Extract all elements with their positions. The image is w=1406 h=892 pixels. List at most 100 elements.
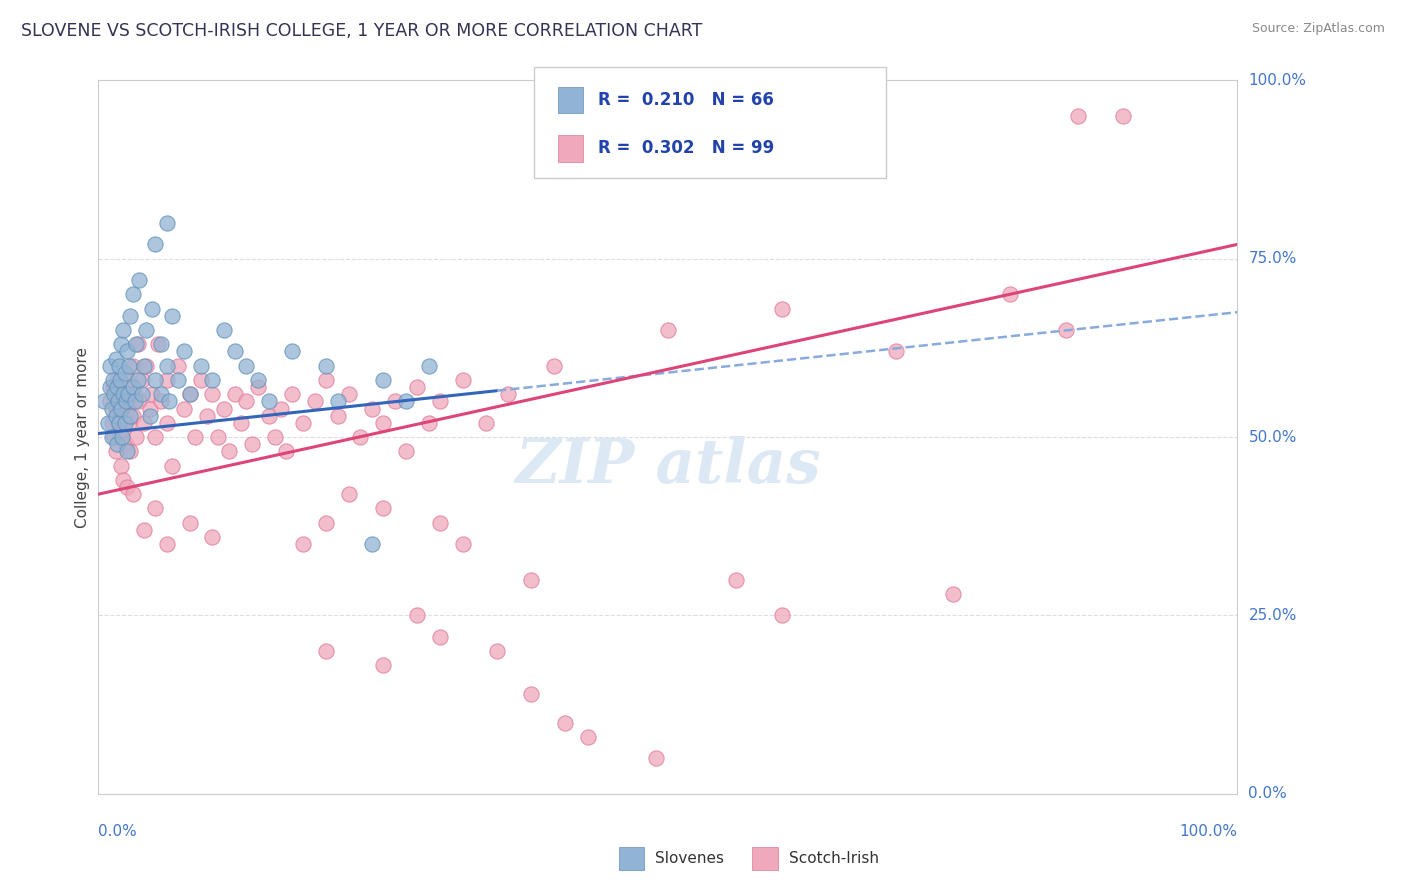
Point (384, 394, 406, 409)
Point (1112, 109, 1135, 123)
Point (115, 344, 138, 359)
Point (395, 444, 418, 458)
Point (114, 437, 136, 451)
Point (218, 444, 240, 458)
Point (104, 401, 127, 416)
Text: 50.0%: 50.0% (1249, 430, 1296, 444)
Point (451, 373, 474, 387)
Point (179, 387, 201, 401)
Point (104, 351, 127, 366)
Point (103, 373, 125, 387)
Point (108, 416, 131, 430)
Point (120, 309, 142, 323)
Point (240, 437, 263, 451)
Point (127, 337, 149, 351)
Point (212, 323, 235, 337)
Point (108, 359, 131, 373)
Point (259, 394, 281, 409)
Point (128, 273, 150, 287)
Point (156, 416, 179, 430)
Point (395, 394, 418, 409)
Point (145, 237, 167, 252)
Point (264, 430, 287, 444)
Point (645, 751, 668, 765)
Point (115, 401, 138, 416)
Point (131, 373, 153, 387)
Point (162, 309, 184, 323)
Point (179, 387, 201, 401)
Point (1054, 323, 1078, 337)
Point (451, 537, 474, 551)
Point (146, 337, 169, 351)
Point (120, 394, 142, 409)
Point (156, 373, 179, 387)
Point (554, 715, 576, 730)
Point (150, 337, 173, 351)
Point (184, 430, 207, 444)
Point (115, 480, 138, 494)
Point (107, 416, 129, 430)
Point (520, 573, 543, 587)
Point (212, 401, 235, 416)
Point (315, 373, 337, 387)
Y-axis label: College, 1 year or more: College, 1 year or more (75, 347, 90, 527)
Point (429, 630, 451, 644)
Point (406, 608, 429, 623)
Point (110, 401, 132, 416)
Point (292, 416, 315, 430)
Point (201, 387, 224, 401)
Point (162, 458, 184, 473)
Point (105, 437, 128, 451)
Point (103, 430, 125, 444)
Point (246, 373, 269, 387)
Point (360, 537, 382, 551)
Point (110, 458, 132, 473)
Point (770, 301, 793, 316)
Point (371, 373, 394, 387)
Text: 100.0%: 100.0% (1249, 73, 1306, 87)
Point (112, 387, 135, 401)
Point (349, 430, 371, 444)
Point (125, 337, 148, 351)
Point (112, 323, 135, 337)
Point (998, 287, 1021, 301)
Text: 75.0%: 75.0% (1249, 252, 1296, 266)
Point (103, 380, 125, 394)
Point (121, 380, 143, 394)
Point (315, 644, 337, 658)
Point (657, 323, 679, 337)
Point (543, 359, 565, 373)
Point (229, 416, 252, 430)
Point (498, 387, 520, 401)
Text: Source: ZipAtlas.com: Source: ZipAtlas.com (1251, 22, 1385, 36)
Point (98, 359, 121, 373)
Point (127, 373, 149, 387)
Point (884, 344, 907, 359)
Point (104, 409, 127, 423)
Point (110, 337, 132, 351)
Point (132, 359, 155, 373)
Point (474, 416, 496, 430)
Point (156, 216, 179, 230)
Point (371, 501, 394, 516)
Point (156, 359, 179, 373)
Point (132, 523, 155, 537)
Point (190, 359, 212, 373)
Point (337, 487, 360, 501)
Point (486, 644, 509, 658)
Point (201, 530, 224, 544)
Point (429, 516, 451, 530)
Point (103, 387, 125, 401)
Point (111, 430, 134, 444)
Point (132, 416, 155, 430)
Point (276, 444, 298, 458)
Text: Scotch-Irish: Scotch-Irish (789, 852, 879, 866)
Point (315, 359, 337, 373)
Point (371, 658, 394, 673)
Point (108, 394, 131, 409)
Point (150, 394, 173, 409)
Point (207, 430, 229, 444)
Point (520, 687, 543, 701)
Point (315, 516, 337, 530)
Point (120, 444, 142, 458)
